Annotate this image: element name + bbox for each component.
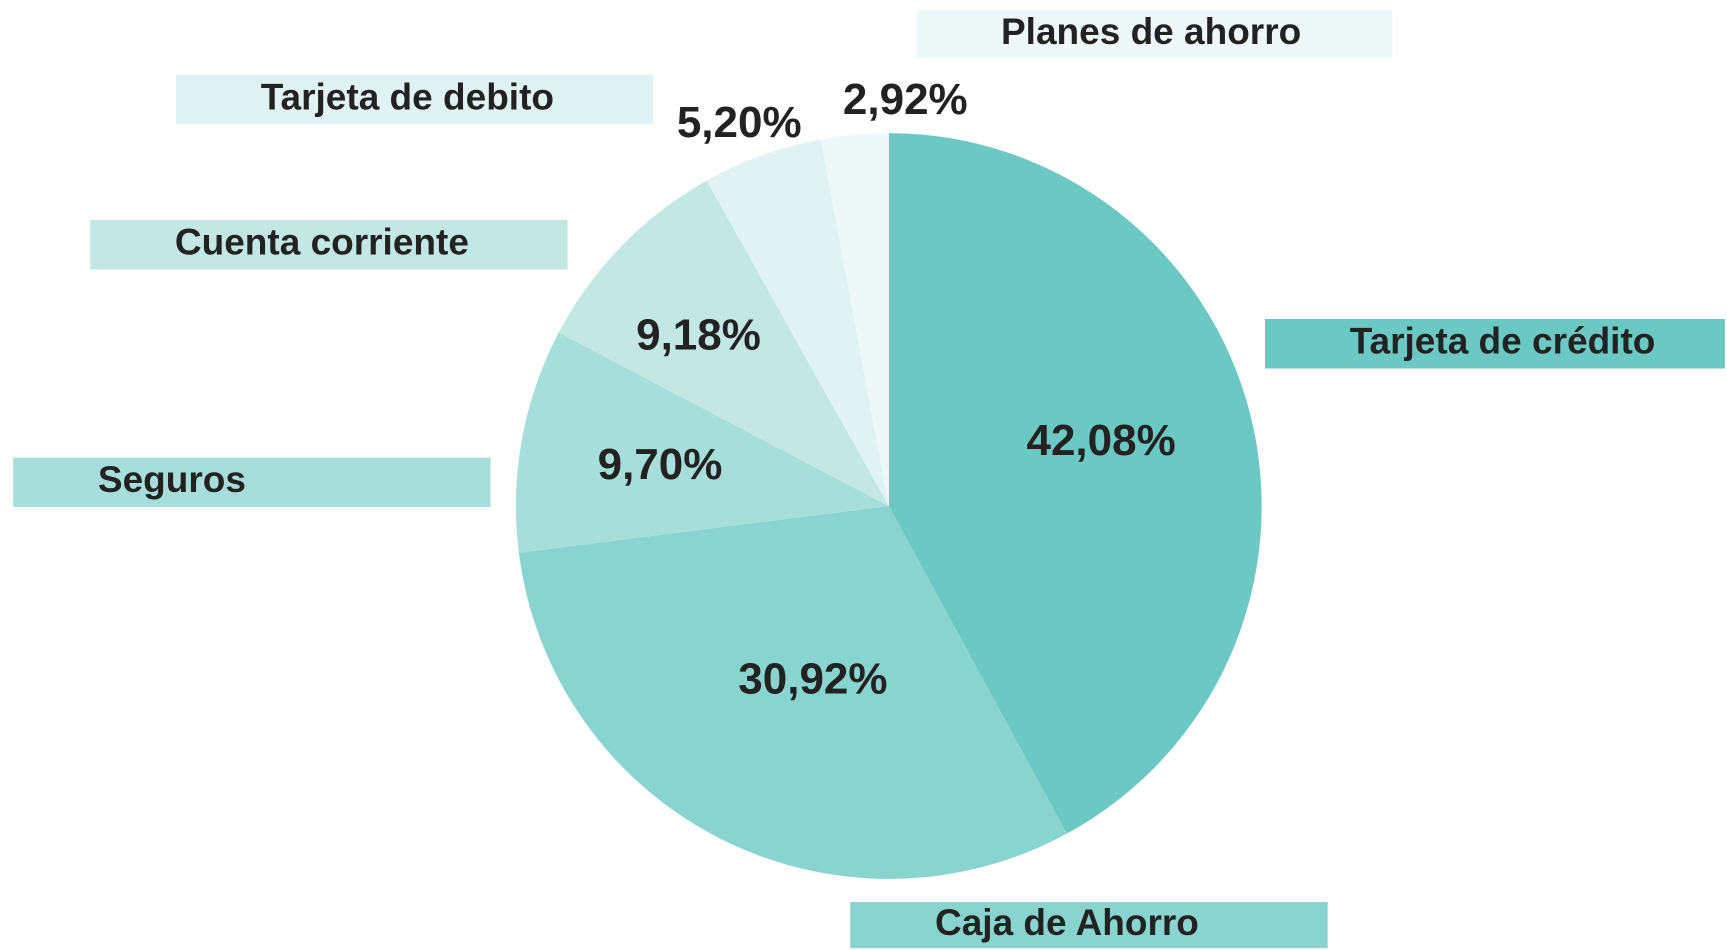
legend-box [13, 457, 491, 508]
legend-label: Cuenta corriente [175, 222, 469, 263]
value-label: 30,92% [738, 655, 887, 704]
legend-label: Caja de Ahorro [935, 902, 1199, 943]
legend-box [1265, 319, 1725, 369]
legend-box [90, 220, 568, 270]
legend-box [850, 902, 1328, 949]
pie-slice [558, 180, 889, 506]
value-label: 5,20% [677, 98, 802, 147]
legend-label: Tarjeta de debito [261, 76, 554, 117]
pie-slice [888, 133, 1262, 834]
legend-box [176, 74, 654, 125]
pie-slice [518, 506, 1067, 879]
pie-slice [515, 332, 889, 553]
legend-label: Planes de ahorro [1001, 11, 1301, 52]
value-label: 42,08% [1026, 416, 1175, 465]
legend-label: Seguros [98, 459, 246, 500]
value-label: 9,18% [636, 310, 761, 359]
legend-box [916, 9, 1393, 59]
legend-label: Tarjeta de crédito [1350, 321, 1656, 362]
pie-slice [706, 139, 889, 506]
value-label: 2,92% [843, 75, 968, 124]
value-label: 9,70% [598, 440, 723, 489]
pie-slice [820, 133, 889, 506]
